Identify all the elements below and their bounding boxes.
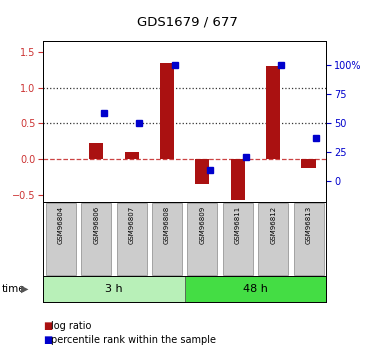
Bar — [231, 159, 245, 200]
Bar — [266, 66, 280, 159]
Bar — [160, 63, 174, 159]
Text: 3 h: 3 h — [105, 284, 123, 294]
FancyBboxPatch shape — [43, 276, 184, 302]
Bar — [124, 152, 139, 159]
FancyBboxPatch shape — [184, 276, 326, 302]
FancyBboxPatch shape — [258, 203, 288, 275]
Text: ▶: ▶ — [21, 284, 29, 294]
FancyBboxPatch shape — [152, 203, 182, 275]
Text: GSM96807: GSM96807 — [129, 206, 135, 244]
Text: percentile rank within the sample: percentile rank within the sample — [51, 335, 216, 345]
Text: GSM96806: GSM96806 — [93, 206, 99, 244]
FancyBboxPatch shape — [46, 203, 76, 275]
Text: GSM96808: GSM96808 — [164, 206, 170, 244]
Text: GSM96811: GSM96811 — [235, 206, 241, 244]
Text: GSM96809: GSM96809 — [200, 206, 206, 244]
Bar — [89, 144, 103, 159]
Text: GSM96813: GSM96813 — [306, 206, 312, 244]
Text: 48 h: 48 h — [243, 284, 268, 294]
Text: GDS1679 / 677: GDS1679 / 677 — [137, 16, 238, 29]
FancyBboxPatch shape — [294, 203, 324, 275]
FancyBboxPatch shape — [188, 203, 218, 275]
Text: GSM96812: GSM96812 — [270, 206, 276, 244]
Text: log ratio: log ratio — [51, 321, 91, 331]
Text: time: time — [2, 284, 26, 294]
FancyBboxPatch shape — [81, 203, 111, 275]
Bar — [302, 159, 316, 168]
FancyBboxPatch shape — [223, 203, 253, 275]
Bar — [195, 159, 210, 184]
Text: ■: ■ — [43, 335, 52, 345]
Text: GSM96804: GSM96804 — [58, 206, 64, 244]
FancyBboxPatch shape — [117, 203, 147, 275]
Text: ■: ■ — [43, 321, 52, 331]
